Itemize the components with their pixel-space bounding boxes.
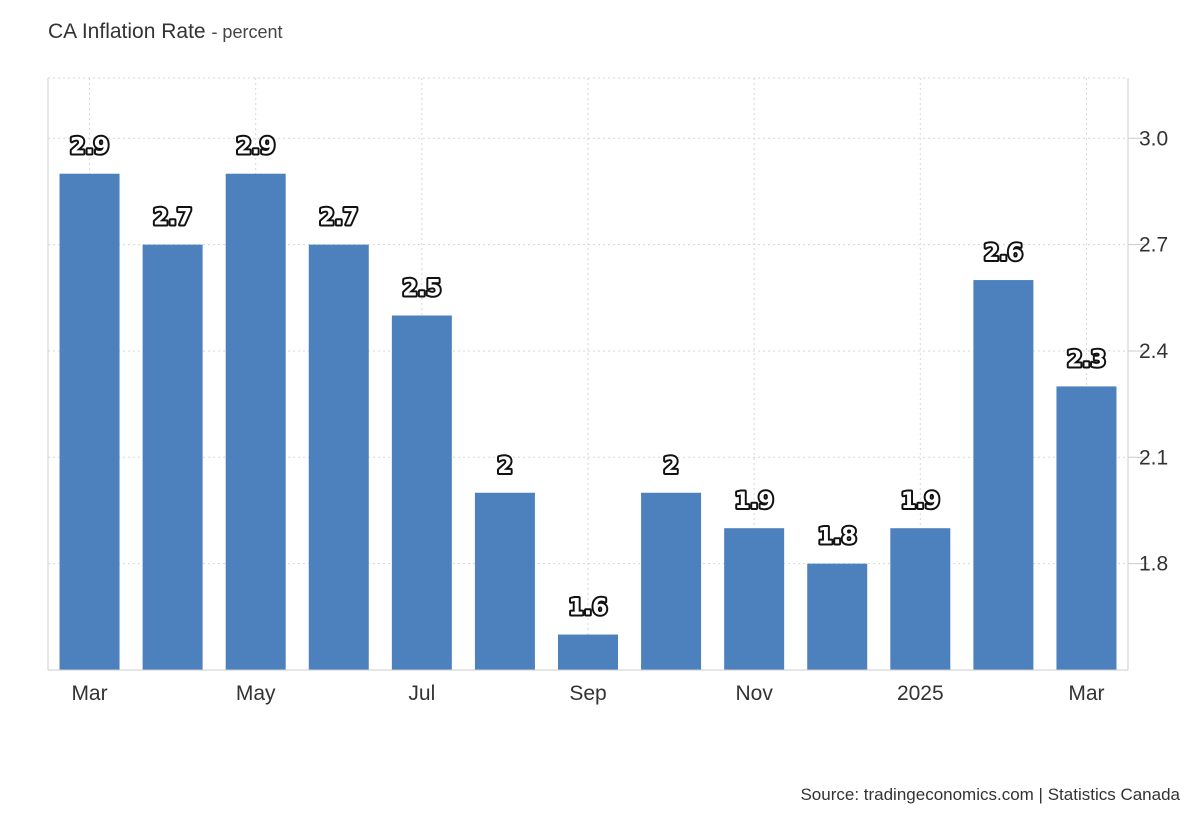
chart-units: - percent — [211, 22, 283, 42]
bar — [1056, 386, 1117, 670]
grid-layer — [47, 77, 1128, 670]
x-tick-label: Mar — [1068, 682, 1104, 705]
data-label: 1.9 — [901, 489, 940, 514]
data-label-layer: 2.9 2.7 2.9 2.7 2.5 2 1.6 2 1.9 1.8 1.9 2.6 2.3 — [68, 133, 1108, 623]
data-label: 2.9 — [236, 135, 275, 160]
bar — [973, 280, 1034, 670]
x-tick-label: Jul — [408, 682, 435, 705]
bar — [391, 315, 452, 670]
data-label: 2.6 — [984, 241, 1023, 266]
data-label: 2.3 — [1067, 347, 1106, 372]
data-label: 1.6 — [569, 596, 608, 621]
y-tick-label: 2.1 — [1139, 446, 1168, 469]
y-tick-label: 2.4 — [1139, 340, 1169, 363]
data-label: 2 — [663, 454, 678, 479]
data-label: 1.9 — [735, 489, 774, 514]
y-tick-label: 1.8 — [1139, 553, 1168, 576]
x-tick-label: Sep — [569, 682, 606, 705]
data-label: 1.8 — [818, 525, 857, 550]
bar — [142, 244, 203, 670]
bar-layer — [59, 173, 1117, 670]
y-tick-label: 3.0 — [1139, 127, 1168, 150]
bar — [59, 173, 120, 670]
data-label: 2.7 — [153, 206, 192, 231]
data-label: 2 — [497, 454, 512, 479]
bar — [474, 492, 535, 670]
bar — [890, 528, 951, 670]
x-tick-label: Mar — [71, 682, 107, 705]
bar — [724, 528, 785, 670]
bar — [807, 563, 868, 670]
data-label: 2.9 — [70, 135, 109, 160]
bar — [225, 173, 286, 670]
y-tick-label: 2.7 — [1139, 234, 1168, 257]
bar — [558, 634, 618, 670]
x-tick-label: May — [236, 682, 276, 705]
axis-layer: 1.8 2.1 2.4 2.7 3.0 Mar May Jul Sep Nov 2025 Mar — [48, 78, 1169, 705]
x-tick-label: Nov — [735, 682, 773, 705]
chart-title-text: CA Inflation Rate — [48, 20, 206, 43]
data-label: 2.5 — [402, 277, 441, 302]
source-note: Source: tradingeconomics.com | Statistic… — [800, 785, 1180, 804]
chart-title: CA Inflation Rate - percent — [48, 20, 282, 44]
bar — [641, 492, 702, 670]
data-label: 2.7 — [319, 206, 358, 231]
x-tick-label: 2025 — [897, 682, 944, 705]
bar — [308, 244, 369, 670]
